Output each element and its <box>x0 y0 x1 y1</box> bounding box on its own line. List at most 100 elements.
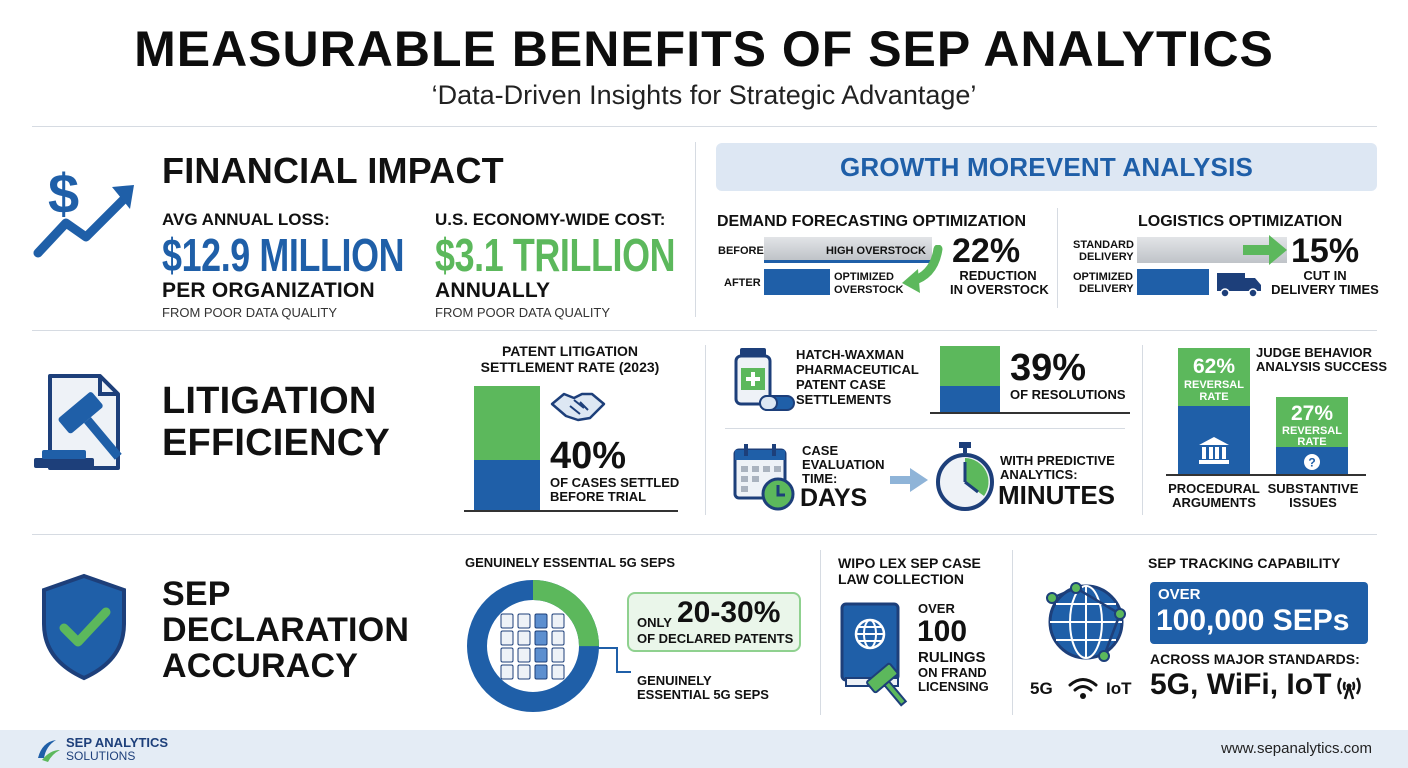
patent-document-icon <box>501 614 513 628</box>
patent-document-icon <box>518 648 530 662</box>
evaluation-label2: EVALUATION <box>802 458 885 472</box>
judge-title-2: ANALYSIS SUCCESS <box>1256 360 1387 374</box>
network-globe-icon <box>1038 574 1134 670</box>
handshake-icon <box>550 386 606 426</box>
svg-text:$: $ <box>48 162 79 225</box>
settlement-bar-fill <box>474 460 540 510</box>
patent-document-icon <box>552 614 564 628</box>
procedural-bar: 62% REVERSAL RATE <box>1178 348 1250 474</box>
economy-cost-value: $3.1 TRILLION <box>435 231 743 279</box>
optimized-label-2: DELIVERY <box>1079 283 1134 295</box>
substantive-label-1: SUBSTANTIVE <box>1250 482 1376 496</box>
settlement-bar <box>474 386 540 510</box>
tracking-panel: 5G IoT SEP TRACKING CAPABILITY OVER 100,… <box>1020 548 1390 718</box>
patent-document-icon <box>535 648 547 662</box>
after-bar-caption-1: OPTIMIZED <box>834 271 894 283</box>
tracking-across: ACROSS MAJOR STANDARDS: <box>1150 652 1360 666</box>
patent-document-icon <box>535 631 547 645</box>
wipo-title-1: WIPO LEX SEP CASE <box>838 556 981 570</box>
brand-sub: SOLUTIONS <box>66 750 135 763</box>
sep-heading-1: SEP <box>162 576 231 612</box>
demand-title: DEMAND FORECASTING OPTIMIZATION <box>717 213 1026 231</box>
courthouse-icon <box>1198 436 1230 466</box>
logistics-stat-line1: CUT IN <box>1265 269 1385 283</box>
with-predictive-1: WITH PREDICTIVE <box>1000 454 1115 468</box>
wifi-icon <box>1068 676 1098 700</box>
tracking-value: 100,000 SEPs <box>1156 604 1350 638</box>
shield-check-icon <box>38 572 130 682</box>
delivery-truck-icon <box>1215 269 1263 299</box>
green-arrow-icon <box>1243 235 1287 265</box>
standard-label-1: STANDARD <box>1073 239 1134 251</box>
right-arrow-icon <box>890 468 928 492</box>
before-label: BEFORE <box>718 245 764 257</box>
tracking-value-box: OVER 100,000 SEPs <box>1150 582 1368 644</box>
patent-document-icon <box>552 631 564 645</box>
hatch-bar <box>940 346 1000 412</box>
settlement-caption-1: OF CASES SETTLED <box>550 476 679 490</box>
brand-name: SEP ANALYTICS <box>66 736 168 750</box>
donut-title: GENUINELY ESSENTIAL 5G SEPs <box>465 556 675 570</box>
dollar-growth-icon: $ <box>30 157 140 267</box>
settlement-caption-2: BEFORE TRIAL <box>550 490 646 504</box>
economy-cost-sub: ANNUALLY <box>435 279 550 303</box>
svg-text:?: ? <box>1308 456 1315 470</box>
sep-heading-3: ACCURACY <box>162 648 358 684</box>
patent-document-icon <box>552 665 564 679</box>
standard-label-2: DELIVERY <box>1079 251 1134 263</box>
evaluation-label1: CASE <box>802 444 838 458</box>
optimized-label-1: OPTIMIZED <box>1073 271 1133 283</box>
legend-1: GENUINELY <box>637 674 712 688</box>
law-book-icon <box>836 600 914 708</box>
wipo-over: OVER <box>918 602 955 616</box>
patent-document-icon <box>518 665 530 679</box>
only-range: 20-30% <box>677 596 780 630</box>
page-subtitle: ‘Data-Driven Insights for Strategic Adva… <box>0 80 1408 110</box>
economy-cost-note: FROM POOR DATA QUALITY <box>435 305 610 321</box>
page-title: MEASURABLE BENEFITS OF SEP ANALYTICS <box>0 22 1408 76</box>
patent-document-icon <box>501 631 513 645</box>
medicine-bottle-icon <box>732 346 802 412</box>
avg-loss-note: FROM POOR DATA QUALITY <box>162 305 337 321</box>
footer-url[interactable]: www.sepanalytics.com <box>1221 741 1372 757</box>
settlement-value: 40% <box>550 436 626 476</box>
hatch-waxman-panel: HATCH-WAXMAN PHARMACEUTICAL PATENT CASE … <box>712 340 1132 430</box>
icon-5g-label: 5G <box>1030 680 1053 698</box>
evaluation-before-value: DAYS <box>800 484 867 512</box>
after-bar <box>764 269 830 295</box>
avg-loss-value: $12.9 MILLION <box>162 231 472 279</box>
patent-document-icon <box>501 665 513 679</box>
substantive-caption-2: RATE <box>1276 436 1348 448</box>
demand-forecasting-panel: DEMAND FORECASTING OPTIMIZATION BEFORE H… <box>712 205 1047 315</box>
hatch-line3: PATENT CASE <box>796 378 886 392</box>
gavel-document-icon <box>30 372 145 482</box>
financial-heading: FINANCIAL IMPACT <box>162 151 504 191</box>
demand-stat: 22% <box>952 233 1020 269</box>
hatch-line2: PHARMACEUTICAL <box>796 363 919 377</box>
judge-behavior-panel: JUDGE BEHAVIOR ANALYSIS SUCCESS 62% REVE… <box>1150 340 1390 520</box>
brand-logo-icon <box>34 736 62 764</box>
hatch-value: 39% <box>1010 348 1086 388</box>
wipo-line2: ON FRAND <box>918 666 987 680</box>
procedural-value: 62% <box>1178 356 1250 378</box>
avg-loss-sub: PER ORGANIZATION <box>162 279 375 303</box>
antenna-icon <box>1336 674 1362 700</box>
patent-document-icon <box>518 614 530 628</box>
litigation-heading-2: EFFICIENCY <box>162 422 390 464</box>
reduction-arrow-icon <box>898 245 944 297</box>
settlement-title-2: SETTLEMENT RATE (2023) <box>460 360 680 374</box>
avg-loss-label: AVG ANNUAL LOSS: <box>162 211 330 229</box>
wipo-line3: LICENSING <box>918 680 989 694</box>
wipo-line1: RULINGS <box>918 650 986 666</box>
wipo-value: 100 <box>917 616 967 648</box>
evaluation-after-value: MINUTES <box>998 480 1115 510</box>
tracking-title: SEP TRACKING CAPABILITY <box>1148 556 1340 570</box>
logistics-stat: 15% <box>1291 233 1359 269</box>
calendar-clock-icon <box>732 442 798 512</box>
essential-sep-donut <box>465 578 601 714</box>
tracking-over: OVER <box>1158 588 1201 602</box>
after-label: AFTER <box>724 277 761 289</box>
essential-sep-panel: GENUINELY ESSENTIAL 5G SEPs ONLY 20-30% … <box>455 548 815 718</box>
substantive-label-2: ISSUES <box>1250 496 1376 510</box>
hatch-caption: OF RESOLUTIONS <box>1010 388 1126 402</box>
